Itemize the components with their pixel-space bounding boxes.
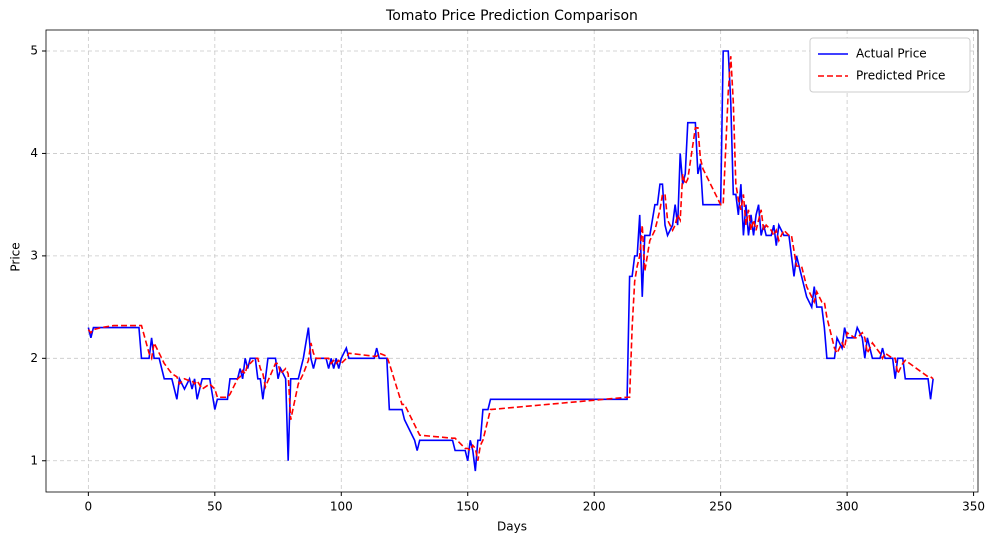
x-tick-label: 100 [330,500,353,514]
chart-title: Tomato Price Prediction Comparison [385,8,638,24]
x-tick-label: 250 [709,500,732,514]
y-axis-label: Price [9,242,23,271]
plot-frame [45,29,979,493]
legend-label: Predicted Price [856,69,945,83]
x-tick-label: 350 [962,500,985,514]
y-tick-label: 3 [30,248,38,262]
y-tick-label: 1 [30,453,38,467]
x-tick-label: 50 [207,500,222,514]
legend-box [809,37,971,93]
legend-label: Actual Price [856,47,927,61]
x-axis-label: Days [497,520,527,534]
x-tick-label: 200 [583,500,606,514]
y-tick-label: 2 [30,351,38,365]
x-tick-label: 300 [836,500,859,514]
x-tick-label: 150 [456,500,479,514]
x-tick-label: 0 [85,500,93,514]
y-tick-label: 5 [30,44,38,58]
legend: Actual Price Predicted Price [809,37,971,93]
series-line [87,50,934,472]
y-tick-label: 4 [30,146,38,160]
series-line [87,56,934,461]
